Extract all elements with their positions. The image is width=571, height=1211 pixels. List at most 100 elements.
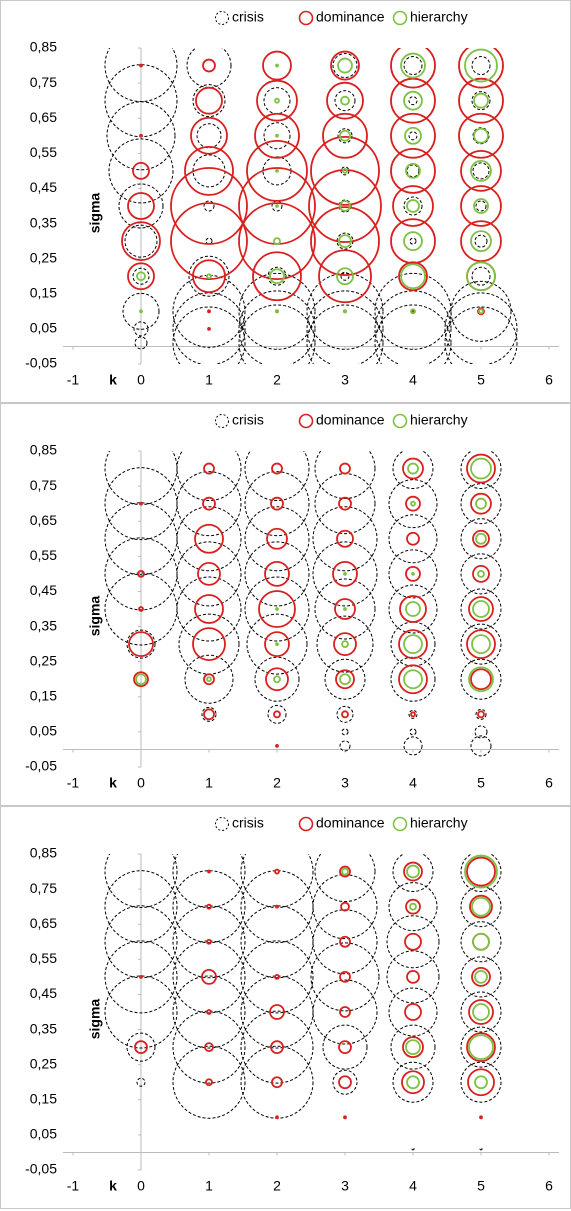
bubble xyxy=(192,627,226,662)
x-tick-label: 4 xyxy=(409,775,417,791)
bubble xyxy=(122,292,160,330)
bubble xyxy=(172,292,246,364)
y-axis-label: sigma xyxy=(87,999,103,1040)
bubble xyxy=(471,896,491,917)
bubble xyxy=(275,642,279,647)
bubble xyxy=(339,740,351,752)
bubble xyxy=(341,867,349,876)
bubble xyxy=(405,162,421,179)
bubble xyxy=(275,607,279,611)
bubble xyxy=(342,167,348,174)
bubble xyxy=(339,970,351,983)
bubble xyxy=(473,198,489,214)
x-tick-label: -1 xyxy=(67,1178,80,1194)
bubble xyxy=(275,133,279,138)
legend-label: hierarchy xyxy=(410,9,468,25)
bubble xyxy=(244,451,310,502)
bubble xyxy=(411,1147,415,1151)
bubble xyxy=(477,307,485,316)
bubble xyxy=(392,1061,434,1103)
bubble xyxy=(374,290,452,364)
bubble xyxy=(411,571,415,576)
bubble xyxy=(238,272,316,350)
bubble xyxy=(132,161,150,180)
bubble xyxy=(172,940,246,1014)
bubble xyxy=(172,306,246,364)
bubble xyxy=(330,50,360,81)
bubble xyxy=(192,259,226,294)
bubble xyxy=(275,63,279,68)
bubble xyxy=(460,886,502,928)
bubble xyxy=(460,149,502,192)
bubble xyxy=(411,309,415,314)
bubble xyxy=(312,909,378,975)
bubble xyxy=(274,973,280,980)
bubble xyxy=(390,218,436,265)
legend-symbol xyxy=(298,10,314,26)
bubble xyxy=(460,518,502,560)
y-tick-label: 0,55 xyxy=(30,950,57,966)
bubble xyxy=(400,52,426,79)
y-tick-label: -0,05 xyxy=(25,355,57,371)
bubble xyxy=(132,267,150,285)
bubble xyxy=(472,529,490,548)
bubble xyxy=(271,1076,283,1089)
bubble xyxy=(332,560,358,587)
bubble xyxy=(474,234,488,248)
y-axis-label: sigma xyxy=(87,596,103,637)
bubble xyxy=(206,938,212,945)
bubble xyxy=(192,84,226,118)
bubble xyxy=(403,56,423,76)
y-tick-label: 0,75 xyxy=(30,74,57,90)
bubble xyxy=(339,200,351,212)
bubble xyxy=(405,601,421,617)
bubble xyxy=(460,956,502,998)
bubble xyxy=(275,904,279,909)
x-tick-label: 1 xyxy=(205,1178,213,1194)
bubble xyxy=(264,631,290,658)
legend-label: dominance xyxy=(316,412,385,428)
x-tick-label: 3 xyxy=(341,775,349,791)
bubble xyxy=(390,1024,436,1070)
plot-area xyxy=(104,854,502,1151)
bubble xyxy=(340,95,350,106)
bubble xyxy=(334,598,356,620)
bubble xyxy=(170,202,248,281)
bubble xyxy=(334,90,356,112)
bubble xyxy=(402,457,424,480)
bubble xyxy=(104,940,178,1014)
bubble xyxy=(267,704,287,724)
bubble xyxy=(398,664,428,695)
bubble xyxy=(471,56,491,76)
y-tick-label: 0,25 xyxy=(30,249,57,265)
bubble xyxy=(104,870,178,944)
bubble xyxy=(203,462,215,475)
bubble xyxy=(407,462,419,475)
y-tick-label: 0,15 xyxy=(30,687,57,703)
bubble xyxy=(402,1036,424,1059)
bubble xyxy=(404,126,422,145)
bubble xyxy=(170,167,248,245)
bubble xyxy=(128,631,154,658)
bubble xyxy=(204,1042,214,1053)
y-tick-label: 0,85 xyxy=(30,442,57,458)
bubble xyxy=(206,273,212,280)
bubble xyxy=(269,1004,285,1020)
bubble xyxy=(138,606,144,612)
bubble xyxy=(472,564,490,583)
bubble xyxy=(176,541,242,607)
bubble xyxy=(474,1075,488,1090)
bubble xyxy=(240,975,314,1049)
bubble xyxy=(390,48,436,89)
bubble xyxy=(201,706,217,722)
y-tick-label: 0,75 xyxy=(30,880,57,896)
bubble xyxy=(339,673,351,686)
bubble xyxy=(336,705,354,723)
y-tick-label: 0,35 xyxy=(30,1020,57,1036)
bubble xyxy=(339,462,351,475)
x-axis-label: k xyxy=(109,372,117,388)
bubble xyxy=(468,999,494,1025)
bubble xyxy=(139,501,143,506)
bubble xyxy=(472,162,490,180)
bubble xyxy=(392,451,434,490)
